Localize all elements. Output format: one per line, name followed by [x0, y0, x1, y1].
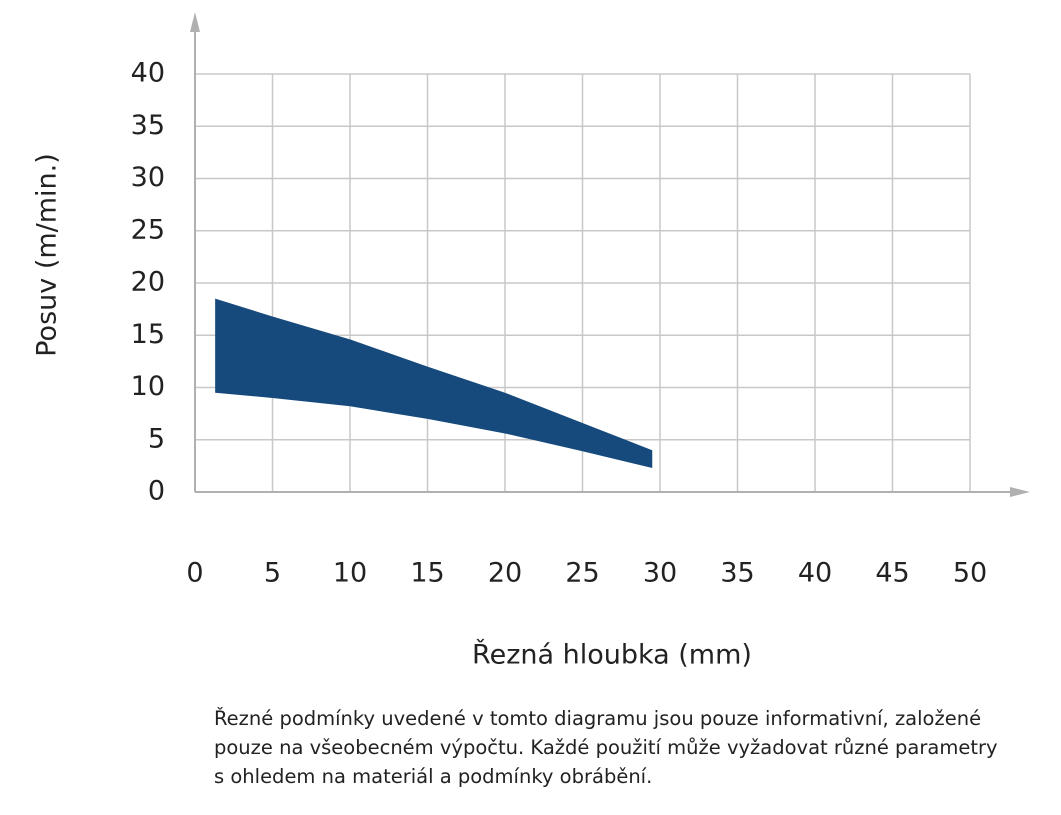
y-tick-label: 0 — [148, 476, 165, 507]
y-tick-label: 5 — [148, 423, 165, 454]
x-tick-label: 0 — [186, 558, 203, 589]
x-axis-title: Řezná hloubka (mm) — [472, 639, 752, 671]
x-tick-label: 20 — [488, 558, 522, 589]
y-axis-arrow — [190, 12, 200, 32]
range-area — [215, 298, 653, 468]
x-tick-label: 30 — [643, 558, 677, 589]
x-tick-label: 5 — [264, 558, 281, 589]
x-tick-label: 25 — [565, 558, 599, 589]
note: Řezné podmínky uvedené v tomto diagramu … — [214, 707, 998, 788]
y-axis-title: Posuv (m/min.) — [32, 153, 63, 357]
y-tick-label: 40 — [131, 58, 165, 89]
y-tick-label: 10 — [131, 371, 165, 402]
y-tick-label: 35 — [131, 110, 165, 141]
x-tick-label: 15 — [410, 558, 444, 589]
y-tick-label: 20 — [131, 267, 165, 298]
x-tick-label: 10 — [333, 558, 367, 589]
x-axis-arrow — [1010, 487, 1030, 497]
x-tick-label: 45 — [875, 558, 909, 589]
chart: Posuv (m/min.) Řezná hloubka (mm) 0 5 10 15… — [32, 12, 1030, 671]
x-tick-label: 40 — [798, 558, 832, 589]
y-tick-label: 15 — [131, 319, 165, 350]
x-tick-label: 35 — [720, 558, 754, 589]
x-tick-label: 50 — [953, 558, 987, 589]
y-tick-label: 30 — [131, 162, 165, 193]
y-tick-label: 25 — [131, 214, 165, 245]
